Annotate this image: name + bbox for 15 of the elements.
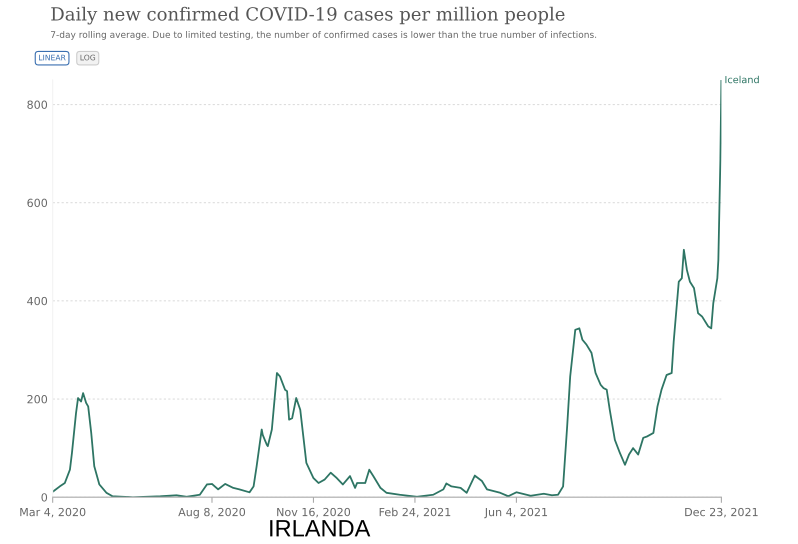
x-tick-label: Dec 23, 2021	[685, 508, 758, 518]
y-tick-label: 400	[27, 296, 48, 306]
y-tick-label: 0	[41, 493, 48, 502]
series-label: Iceland	[725, 76, 759, 84]
chart-title: Daily new confirmed COVID-19 cases per million people	[51, 6, 565, 24]
y-tick-label: 800	[27, 100, 48, 109]
x-tick-label: Jun 4, 2021	[484, 508, 548, 518]
text: IRLANDA	[270, 520, 370, 536]
x-tick-label: Mar 4, 2020	[20, 508, 86, 518]
y-tick-label: 600	[27, 198, 48, 208]
chart-subtitle: 7-day rolling average. Due to limited testing, the number of confirmed cases is lower than the true number of infections.	[51, 30, 596, 40]
y-tick-label: 200	[27, 395, 48, 404]
x-tick-label: Feb 24, 2021	[380, 508, 450, 518]
x-tick-label: Nov 16, 2020	[277, 508, 350, 518]
x-tick-label: Aug 8, 2020	[178, 508, 246, 518]
